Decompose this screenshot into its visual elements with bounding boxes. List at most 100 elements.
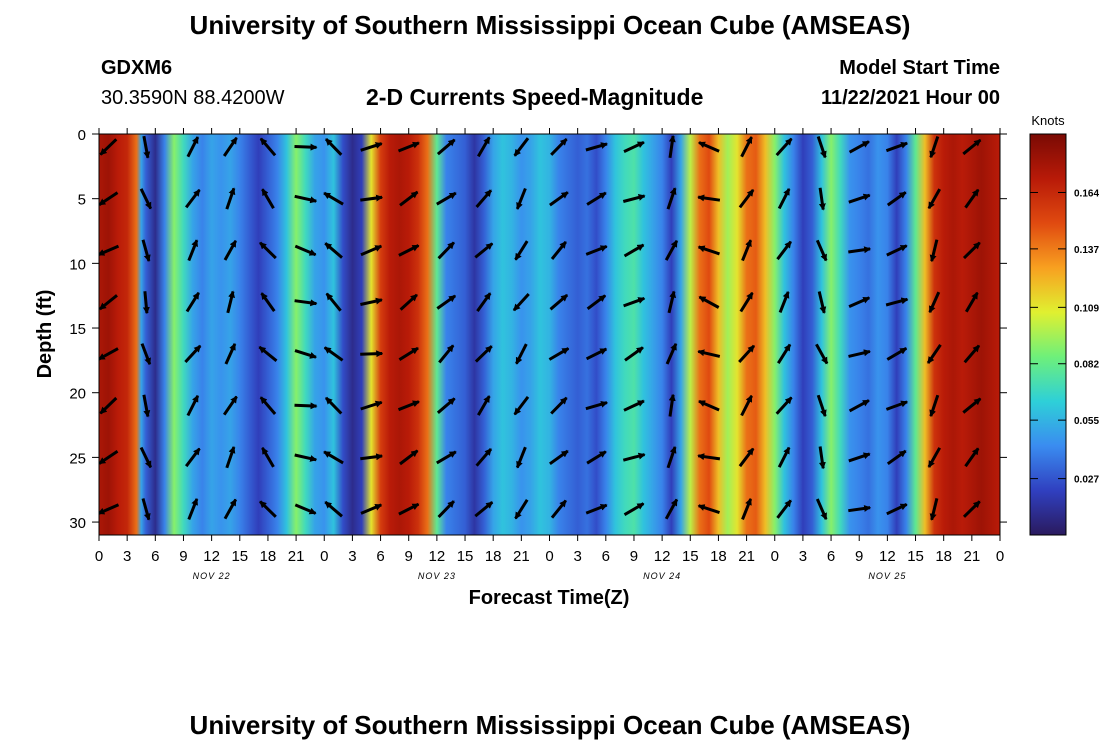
current-arrow	[437, 241, 455, 260]
current-arrow	[186, 394, 200, 417]
current-arrow	[323, 450, 344, 465]
current-arrow	[476, 292, 492, 312]
x-tick-label: 0	[95, 548, 103, 565]
current-arrow	[187, 497, 199, 520]
current-arrow	[99, 138, 118, 156]
current-arrow	[848, 193, 871, 204]
x-tick-label: 9	[179, 548, 187, 565]
colorbar-tick-label: 0.137	[1074, 245, 1099, 256]
current-arrow	[223, 498, 238, 520]
colorbar-ticks: 0.027 0.055 0.082 0.109 0.137 0.164	[1030, 188, 1099, 486]
current-arrow	[668, 393, 676, 417]
current-arrow	[323, 191, 344, 206]
current-arrow	[514, 499, 529, 520]
current-arrow	[139, 188, 153, 210]
current-arrow	[360, 194, 384, 202]
y-tick-label: 25	[69, 450, 86, 467]
x-tick-label: 21	[964, 548, 981, 565]
y-tick-label: 30	[69, 515, 86, 532]
current-arrow	[818, 187, 826, 211]
date-label: NOV 24	[643, 571, 681, 581]
current-arrow	[475, 448, 493, 467]
current-arrow	[623, 243, 645, 258]
current-arrow	[740, 136, 753, 158]
current-arrow	[697, 453, 721, 461]
current-arrow	[223, 239, 238, 261]
y-tick-label: 15	[69, 321, 86, 338]
current-arrow	[324, 500, 343, 518]
current-arrow	[585, 400, 608, 411]
footer-title: University of Southern Mississippi Ocean…	[189, 710, 911, 740]
current-arrow	[929, 239, 939, 263]
current-arrow	[549, 449, 569, 466]
current-arrow	[550, 138, 568, 156]
x-tick-label: 3	[799, 548, 807, 565]
current-arrow	[775, 137, 793, 157]
current-arrow	[436, 450, 457, 465]
current-arrow	[515, 187, 527, 210]
current-arrow	[623, 296, 646, 308]
current-arrow	[397, 141, 420, 153]
current-arrow	[397, 400, 420, 412]
current-arrow	[848, 504, 872, 513]
current-arrow	[436, 294, 457, 310]
x-tick-label: 6	[602, 548, 610, 565]
current-arrow	[550, 240, 567, 260]
current-arrow	[885, 141, 909, 153]
y-tick-label: 0	[78, 127, 86, 144]
current-arrow	[294, 402, 318, 410]
current-arrow	[697, 245, 720, 256]
y-axis-label: Depth (ft)	[34, 290, 56, 379]
current-arrow	[225, 187, 236, 210]
current-arrow	[399, 449, 419, 466]
current-arrow	[549, 191, 569, 207]
x-tick-label: 12	[429, 548, 446, 565]
current-arrow	[259, 396, 277, 415]
current-arrow	[438, 344, 455, 364]
current-arrow	[777, 188, 791, 210]
x-tick-label: 18	[710, 548, 727, 565]
current-arrow	[664, 239, 679, 261]
current-arrow	[848, 452, 871, 463]
current-arrow	[776, 499, 792, 519]
current-arrow	[260, 292, 276, 312]
current-arrow	[259, 500, 277, 518]
current-arrow	[666, 446, 677, 469]
x-tick-label: 15	[457, 548, 474, 565]
x-tick-label: 18	[260, 548, 277, 565]
date-label: NOV 25	[868, 571, 906, 581]
current-arrow	[668, 135, 676, 159]
current-arrow	[886, 347, 908, 361]
current-arrow	[186, 136, 200, 158]
current-arrow	[622, 194, 646, 203]
current-arrow	[777, 343, 792, 364]
current-arrow	[399, 190, 419, 207]
current-arrow	[187, 239, 199, 262]
current-arrow	[360, 400, 383, 411]
current-arrow	[141, 239, 151, 262]
current-arrow	[815, 498, 828, 521]
current-arrow	[294, 244, 317, 257]
current-arrow	[585, 245, 608, 256]
current-arrow	[294, 349, 317, 359]
current-arrow	[398, 502, 420, 516]
x-tick-label: 6	[151, 548, 159, 565]
current-arrow	[261, 447, 275, 468]
current-arrow	[664, 498, 679, 520]
x-tick-label: 3	[573, 548, 581, 565]
x-tick-label: 9	[855, 548, 863, 565]
currents-chart: 0 3 6 9 12 15 18 21 0 3 6 9 12 15 18 21 0 3 6 9 12 15 18 21 0 3 6 9…	[34, 113, 1099, 609]
current-arrow	[848, 140, 870, 154]
current-arrow	[142, 394, 151, 418]
current-arrow	[778, 290, 790, 313]
current-arrow	[99, 191, 119, 207]
current-arrow	[222, 136, 238, 157]
current-arrow	[698, 399, 720, 412]
current-arrow	[886, 191, 907, 207]
current-arrow	[324, 396, 343, 415]
current-arrow	[848, 349, 871, 358]
current-arrow	[436, 138, 456, 156]
model-start-value: 11/22/2021 Hour 00	[820, 87, 1000, 109]
x-tick-label: 18	[935, 548, 952, 565]
current-arrow	[927, 188, 942, 210]
